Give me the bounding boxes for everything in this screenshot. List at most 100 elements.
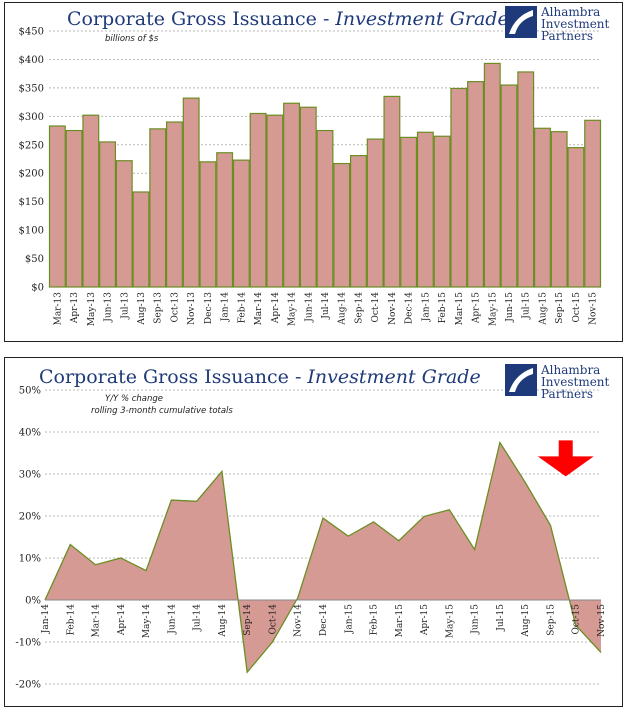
x-tick-label: Dec-14 [319,604,329,636]
alhambra-logo-icon [505,364,537,396]
x-tick-label: Mar-13 [53,292,63,326]
bar [99,141,117,288]
bar [182,97,200,288]
y-tick-label: $0 [31,283,44,294]
area-chart-panel: -20% -10% 0% 10% 20% 30% 40% 50% Jan-14 Feb-14 Mar… [4,357,623,707]
x-tick-label: Nov-14 [388,292,398,325]
x-tick-label: Jan-15 [344,604,354,635]
x-tick-label: Jun-15 [471,604,481,635]
logo-line-3: Partners [541,387,593,401]
x-tick-label: Jan-14 [221,292,231,323]
y-tick-label: $100 [19,226,44,237]
x-tick-label: Sep-13 [154,292,164,324]
down-arrow-icon [537,440,594,477]
bar [65,129,83,288]
x-tick-label: Nov-14 [294,604,304,637]
x-tick-label: Oct-13 [170,292,180,323]
x-tick-label: Aug-14 [338,292,348,326]
x-tick-label: Apr-15 [472,292,482,324]
area-chart-subtitle-2: rolling 3-month cumulative totals [91,406,233,416]
y-tick-label: 30% [19,470,41,481]
area-chart-subtitle-1: Y/Y % change [105,394,164,404]
x-tick-label: Mar-15 [455,292,465,326]
x-tick-label: Nov-15 [589,292,599,325]
x-tick-label: Feb-14 [66,604,76,636]
logo-line-3: Partners [541,29,593,43]
bar [584,119,602,288]
area-chart: -20% -10% 0% 10% 20% 30% 40% 50% Jan-14 Feb-14 Mar… [15,386,607,691]
x-tick-label: Apr-15 [420,604,430,636]
x-tick-label: May-14 [142,604,152,638]
bar [550,131,568,288]
bar [316,129,334,288]
y-tick-label: $50 [25,254,44,265]
x-tick-label: Aug-15 [538,292,548,326]
x-tick-label: Jul-14 [193,604,203,632]
x-tick-label: Nov-15 [597,604,607,637]
title-italic: Investment Grade [307,366,481,388]
bar [400,136,418,288]
x-tick-label: Oct-15 [572,292,582,323]
y-tick-label: -20% [15,680,41,691]
x-tick-label: Jan-14 [41,604,51,635]
alhambra-logo-icon [505,6,537,38]
x-tick-label: Sep-14 [243,604,253,636]
bar [216,152,234,288]
y-tick-label: 50% [19,386,41,397]
bar [416,131,434,288]
x-tick-label: Feb-15 [438,292,448,324]
x-tick-label: Jul-13 [120,292,130,320]
bar [48,125,66,288]
x-tick-label: Mar-14 [254,292,264,326]
y-tick-label: $350 [19,83,44,94]
y-tick-label: $300 [19,112,44,123]
y-tick-label: $250 [19,140,44,151]
bar [165,121,183,288]
x-tick-label: Mar-14 [92,604,102,638]
logo-line-2: Investment [541,17,610,31]
bar [199,161,217,288]
bar [450,87,468,288]
x-tick-label: May-14 [288,292,298,326]
y-tick-label: 40% [19,428,41,439]
x-tick-label: Aug-13 [137,292,147,326]
x-tick-label: Jul-15 [496,604,506,632]
x-tick-label: Jun-13 [104,292,114,323]
x-tick-label: Sep-14 [354,292,364,324]
logo-line-1: Alhambra [541,363,601,377]
company-logo: Alhambra Investment Partners [505,6,617,46]
x-tick-label: Dec-14 [405,292,415,324]
logo-text: Alhambra Investment Partners [541,6,609,42]
bar-chart-subtitle: billions of $s [105,34,159,44]
bar [266,114,284,288]
bar [299,106,317,288]
logo-line-1: Alhambra [541,5,601,19]
x-tick-label: Feb-14 [237,292,247,324]
bar-chart: $0 $50 $100 $150 $200 $250 $300 $350 $400 $450 Mar… [19,27,602,326]
x-tick-label: Aug-15 [521,604,531,638]
x-tick-label: Sep-15 [546,604,556,636]
bar [232,159,250,288]
x-tick-label: Nov-13 [187,292,197,325]
bar [115,160,133,288]
bar [366,138,384,288]
x-tick-label: Aug-14 [218,604,228,638]
x-tick-label: Jun-14 [304,292,314,323]
x-tick-label: Feb-15 [370,604,380,636]
x-tick-label: May-13 [87,292,97,326]
bar [283,102,301,288]
x-tick-label: May-15 [445,604,455,638]
area-chart-title: Corporate Gross Issuance - Investment Gr… [39,366,481,388]
x-tick-label: Jul-14 [321,292,331,320]
y-tick-label: $200 [19,169,44,180]
logo-text: Alhambra Investment Partners [541,364,609,400]
bar [333,162,351,288]
x-tick-label: Oct-14 [371,292,381,323]
bar [82,114,100,288]
company-logo: Alhambra Investment Partners [505,364,617,404]
y-tick-label: $150 [19,197,44,208]
x-tick-label: Sep-15 [555,292,565,324]
x-tick-label: Apr-14 [117,604,127,636]
bar [132,191,150,288]
bar [383,95,401,288]
